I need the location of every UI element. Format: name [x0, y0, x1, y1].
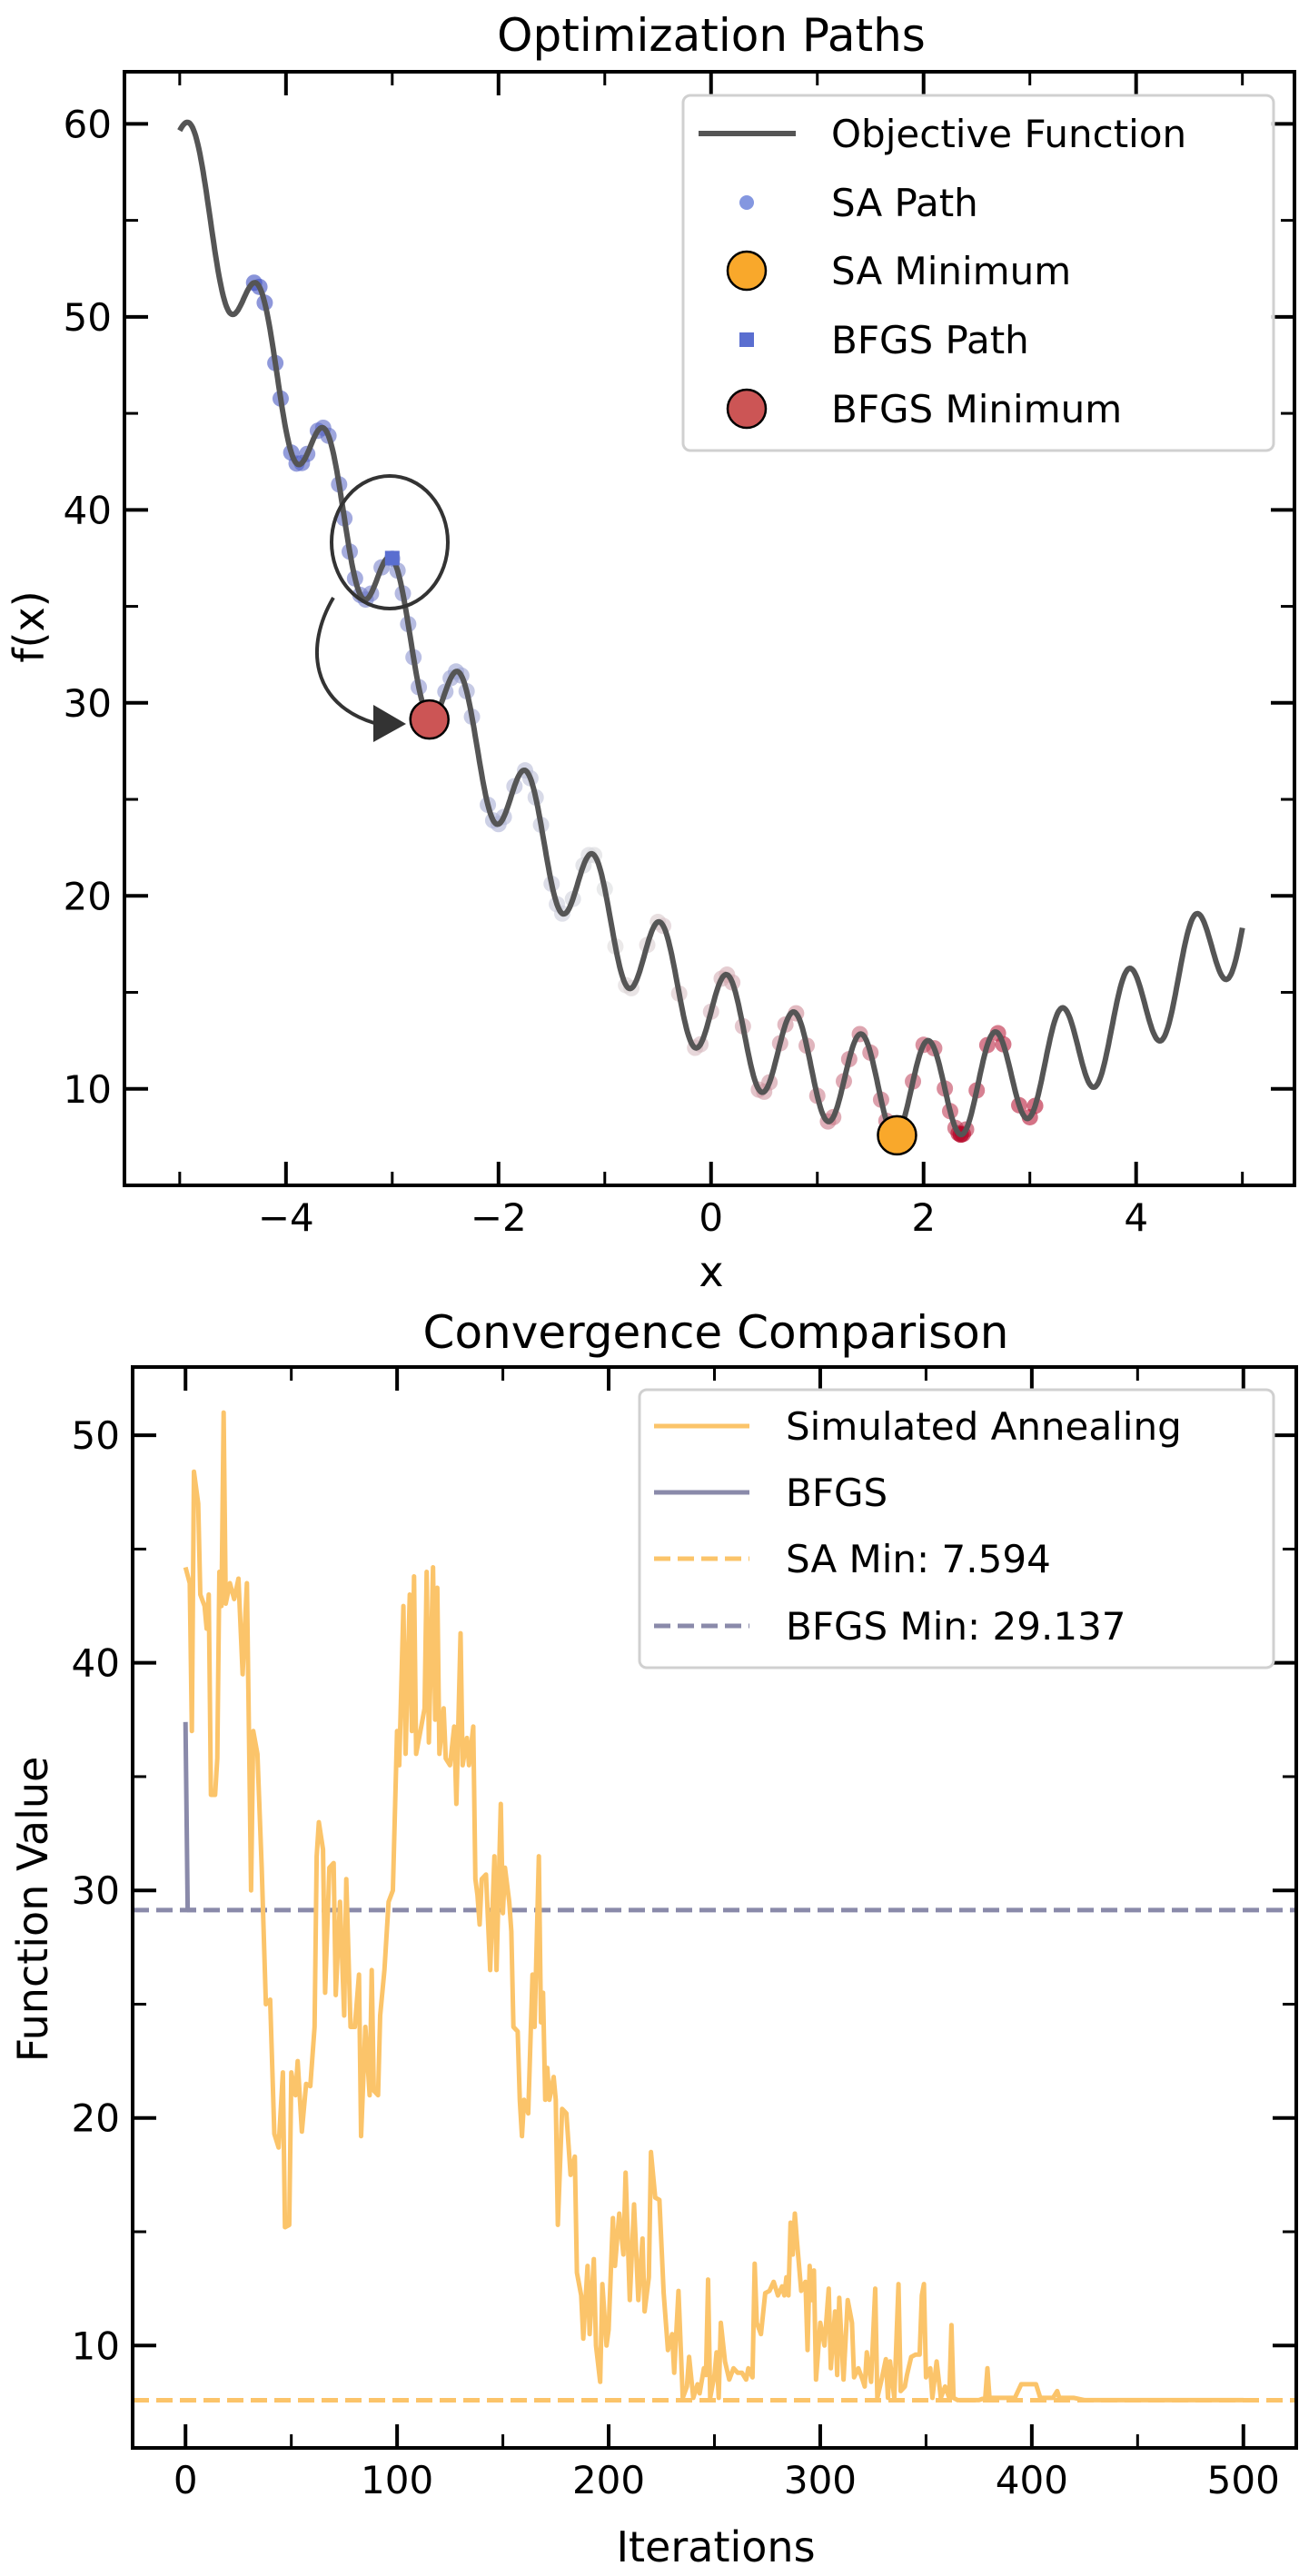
sa-series-line — [183, 1410, 1244, 2403]
x-axis-label: Iterations — [616, 2522, 815, 2571]
plot-area — [133, 1410, 1296, 2403]
y-tick-label: 10 — [64, 1067, 112, 1112]
y-tick-label: 50 — [72, 1413, 120, 1458]
legend: Simulated Annealing BFGS SA Min: 7.594 B… — [638, 1388, 1275, 1669]
legend-bfgs-min-marker — [726, 388, 768, 430]
optimization-paths-chart: Optimization Paths −4 −2 0 2 4 10 20 30 40 50 60 x… — [5, 9, 1296, 1296]
x-tick-label: 4 — [1124, 1195, 1148, 1240]
x-axis-label: x — [699, 1247, 723, 1296]
y-axis-label: f(x) — [5, 590, 54, 662]
legend: Objective Function SA Path SA Minimum BF… — [681, 94, 1275, 452]
chart-title: Optimization Paths — [497, 9, 926, 62]
y-tick-label: 20 — [72, 2096, 120, 2141]
legend-label: BFGS Minimum — [831, 387, 1122, 431]
y-tick-label: 20 — [64, 874, 112, 918]
x-tick-label: 200 — [572, 2458, 645, 2502]
annotation-circle — [330, 474, 450, 610]
plot-content — [177, 119, 1245, 1156]
legend-label: SA Min: 7.594 — [786, 1537, 1051, 1581]
annotation-arrow — [315, 596, 375, 725]
x-tick-label: −4 — [258, 1195, 314, 1240]
x-tick-label: 100 — [361, 2458, 433, 2502]
bfgs-series-line — [183, 1721, 196, 1913]
legend-label: BFGS Min: 29.137 — [786, 1604, 1126, 1649]
legend-label: Simulated Annealing — [786, 1404, 1182, 1449]
legend-sa-path-marker — [739, 195, 754, 210]
plot-area — [177, 119, 1245, 1156]
legend-box — [681, 94, 1275, 452]
x-tick-label: 300 — [784, 2458, 857, 2502]
convergence-comparison-chart: Convergence Comparison 0 100 200 300 400 500 1… — [8, 1306, 1298, 2571]
y-tick-label: 60 — [64, 102, 112, 146]
objective-function-line — [177, 119, 1245, 1139]
y-tick-label: 30 — [64, 681, 112, 726]
x-tick-label: 0 — [699, 1195, 723, 1240]
y-tick-label: 30 — [72, 1868, 120, 1913]
legend-bfgs-path-marker — [739, 332, 754, 347]
axis-ticks: −4 −2 0 2 4 10 20 30 40 50 60 — [64, 72, 1294, 1240]
x-tick-label: 0 — [174, 2458, 198, 2502]
legend-label: BFGS — [786, 1471, 887, 1515]
x-tick-label: −2 — [471, 1195, 527, 1240]
legend-box — [638, 1388, 1275, 1669]
legend-label: SA Path — [831, 181, 978, 225]
x-tick-label: 2 — [911, 1195, 936, 1240]
legend-sa-min-marker — [726, 250, 768, 292]
plot-content — [133, 1410, 1296, 2403]
annotation-arrowhead — [373, 705, 406, 742]
y-tick-label: 40 — [72, 1641, 120, 1686]
y-tick-label: 10 — [72, 2323, 120, 2368]
legend-label: BFGS Path — [831, 318, 1029, 362]
bfgs-path-point — [384, 550, 400, 566]
x-tick-label: 400 — [996, 2458, 1068, 2502]
y-tick-label: 50 — [64, 295, 112, 340]
legend-label: SA Minimum — [831, 249, 1071, 293]
axis-ticks: 0 100 200 300 400 500 10 20 30 40 50 — [72, 1367, 1296, 2502]
sa-minimum-marker — [877, 1115, 917, 1156]
y-axis-label: Function Value — [8, 1757, 57, 2063]
legend-label: Objective Function — [831, 112, 1186, 156]
chart-title: Convergence Comparison — [423, 1306, 1009, 1359]
y-tick-label: 40 — [64, 488, 112, 532]
x-tick-label: 500 — [1207, 2458, 1280, 2502]
bfgs-minimum-marker — [409, 698, 450, 740]
